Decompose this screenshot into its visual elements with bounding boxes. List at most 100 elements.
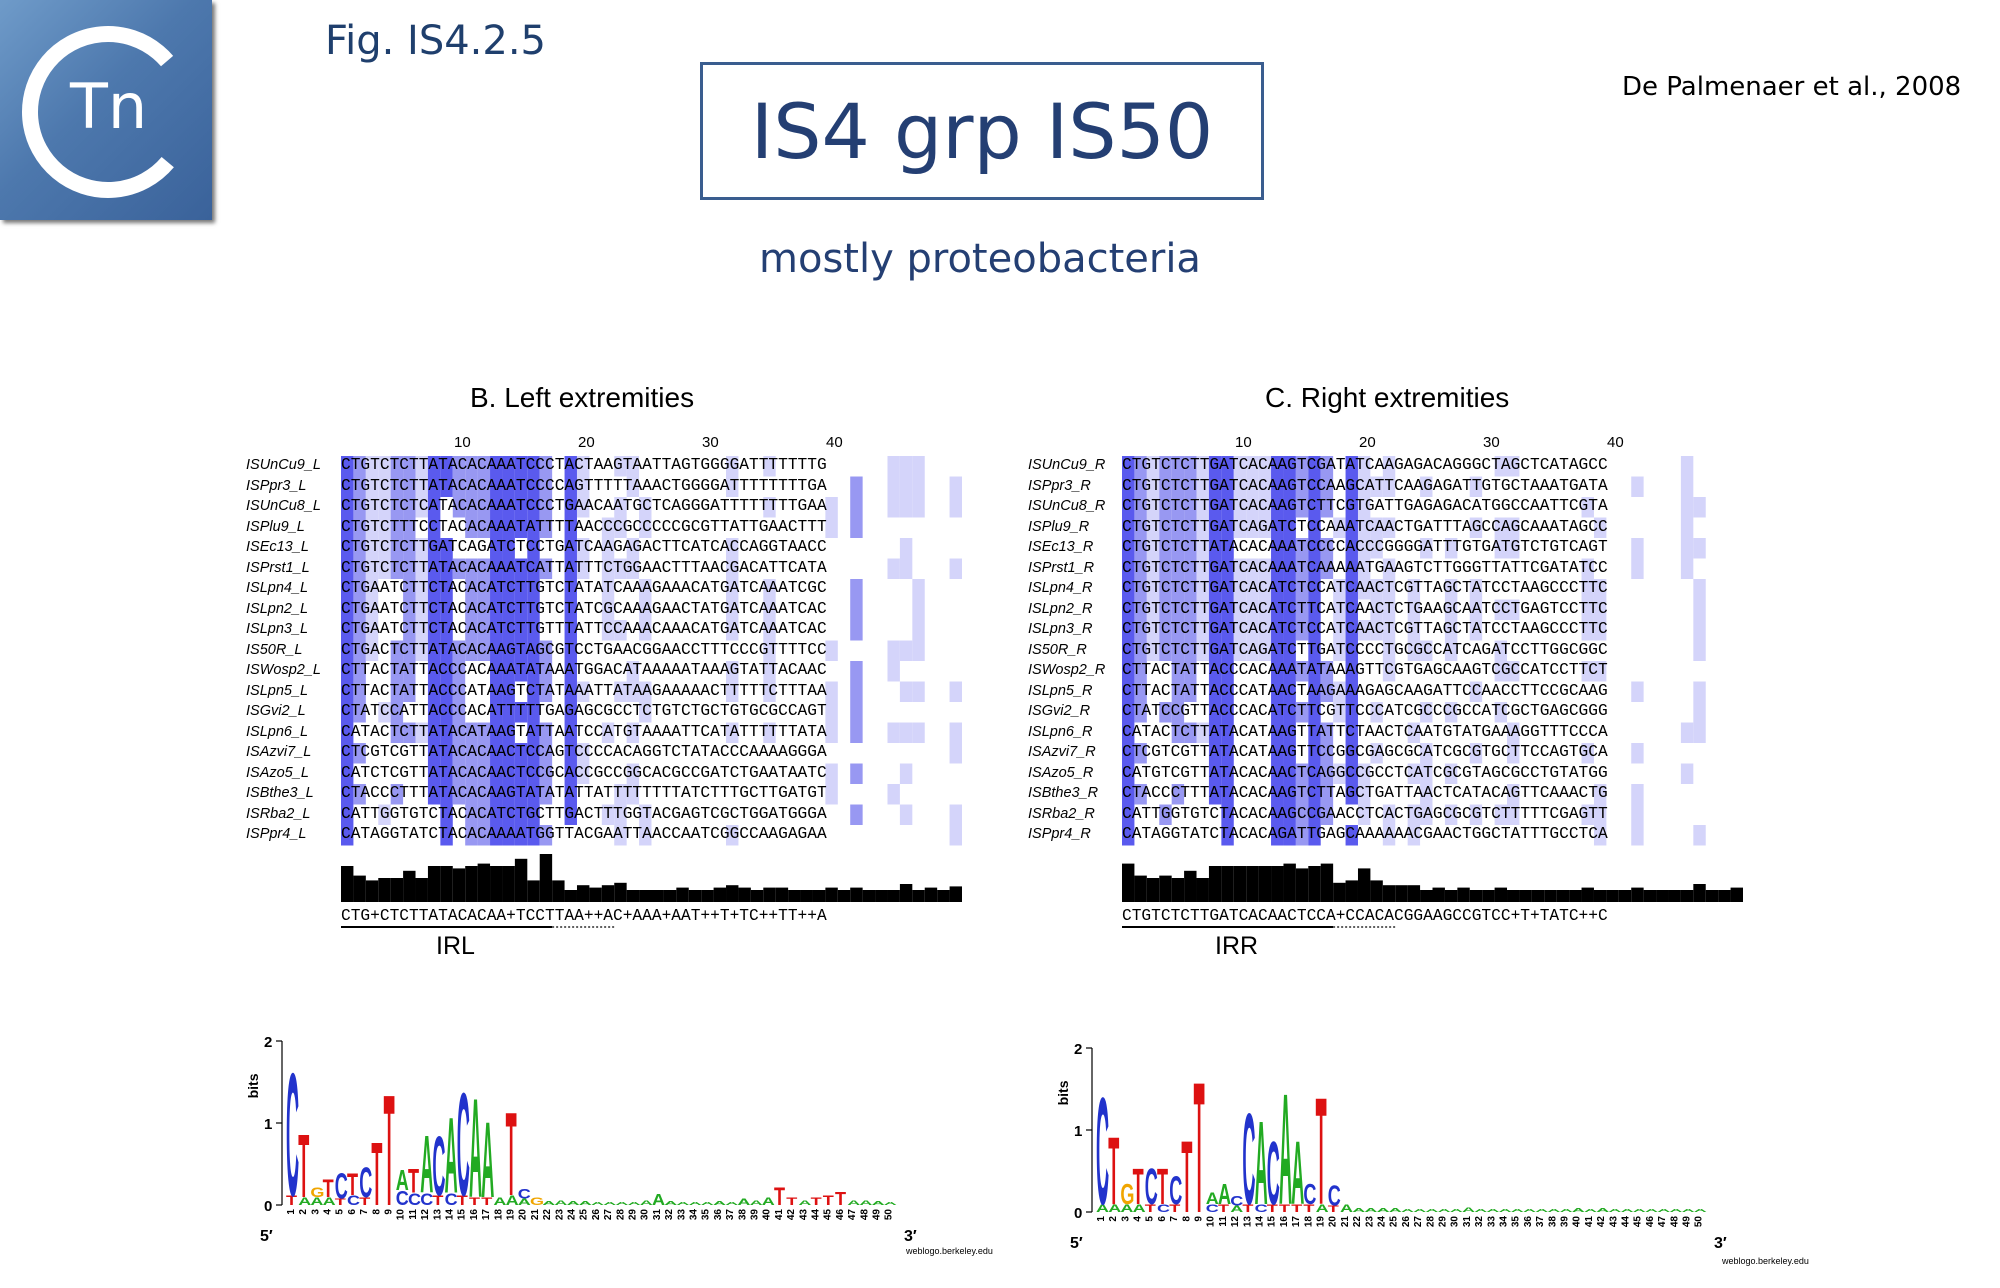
right_panel-shade-cell xyxy=(1283,579,1296,600)
left_panel-shade-cell xyxy=(452,743,466,764)
left_panel-shade-cell xyxy=(341,661,354,682)
logo_left-position-label: 19 xyxy=(506,1209,517,1221)
right_panel-shade-cell xyxy=(1357,620,1371,641)
logo_right-logo-letter: C xyxy=(1230,1194,1244,1208)
right_panel-conservation-bar xyxy=(1258,866,1272,902)
logo_right-position-label: 18 xyxy=(1303,1216,1314,1228)
right_panel-shade-cell xyxy=(1221,620,1234,641)
logo_left-logo-letter: A xyxy=(762,1195,775,1208)
logo_left-logo-letter: C xyxy=(457,1063,470,1227)
left_panel-conservation-bar xyxy=(477,863,491,902)
left_panel-shade-cell xyxy=(912,640,925,661)
left_panel-shade-cell xyxy=(378,517,391,538)
logo_right-logo-letter: A xyxy=(1340,1202,1353,1215)
right_panel-shade-cell xyxy=(1320,456,1334,477)
right_panel-shade-cell xyxy=(1122,681,1135,702)
logo_right-logo-letter: C xyxy=(1145,1158,1158,1215)
logo_left-logo-letter: T xyxy=(347,1168,358,1202)
logo_left-position-label: 1 xyxy=(286,1209,297,1215)
left_panel-shade-cell xyxy=(763,620,776,641)
logo_left-logo-letter: T xyxy=(786,1195,798,1208)
right_panel-conservation-bar xyxy=(1444,890,1458,902)
right_panel-shade-cell xyxy=(1208,743,1222,764)
logo_right-position-label: 42 xyxy=(1596,1216,1607,1228)
logo_right-logo-letter: A xyxy=(1133,1202,1146,1215)
right_panel-conservation-bar xyxy=(1395,885,1408,902)
right_panel-shade-cell xyxy=(1122,784,1135,805)
logo_left-position-label: 6 xyxy=(347,1209,358,1215)
logo_right-position-label: 8 xyxy=(1181,1216,1192,1222)
left_panel-shade-cell xyxy=(527,620,540,641)
right_panel-shade-cell xyxy=(1271,538,1284,559)
left_panel-conservation-bar xyxy=(353,875,366,902)
left_panel-shade-cell xyxy=(465,784,478,805)
left_panel-shade-cell xyxy=(726,681,739,702)
right_panel-conservation-bar xyxy=(1420,890,1433,902)
left_panel-shade-cell xyxy=(465,558,478,579)
logo_left-logo-letter: A xyxy=(493,1195,506,1208)
logo_right-tick-label: 2 xyxy=(1074,1041,1082,1058)
left_panel-shade-cell xyxy=(378,804,391,825)
page-title: IS4 grp IS50 xyxy=(750,86,1214,176)
logo_left-position-label: 26 xyxy=(591,1209,602,1221)
left_panel-shade-cell xyxy=(502,784,515,805)
right_panel-shade-cell xyxy=(1246,497,1259,518)
left_panel-shade-cell xyxy=(576,456,590,477)
right_panel-shade-cell xyxy=(1308,661,1321,682)
logo_left-logo-letter: C xyxy=(445,1190,458,1209)
right_panel-shade-cell xyxy=(1320,784,1334,805)
left_panel-shade-cell xyxy=(353,538,366,559)
right_panel-shade-cell xyxy=(1122,558,1135,579)
right_panel-shade-cell xyxy=(1171,538,1185,559)
left_panel-shade-cell xyxy=(850,661,863,682)
right_panel-conservation-bar xyxy=(1283,863,1296,902)
left_panel-shade-cell xyxy=(576,743,590,764)
right_panel-shade-cell xyxy=(1308,599,1321,620)
left_panel-shade-cell xyxy=(564,784,577,805)
left_panel-shade-cell xyxy=(912,620,925,641)
left_panel-shade-cell xyxy=(514,620,528,641)
left_panel-shade-cell xyxy=(477,640,491,661)
left_panel-name-row: ISAzo5_L xyxy=(246,764,309,781)
logo_left-logo-letter: C xyxy=(359,1158,372,1206)
logo_right-position-label: 30 xyxy=(1450,1216,1461,1228)
right_panel-shade-cell xyxy=(1308,558,1321,579)
logo_right-logo-letter: A xyxy=(1682,1208,1696,1213)
left_panel-conservation-bar xyxy=(862,890,876,902)
left_panel-conservation-bar xyxy=(924,887,938,902)
logo_left-logo-letter: A xyxy=(603,1201,617,1206)
right_panel-shade-cell xyxy=(1233,456,1247,477)
right_panel-shade-cell xyxy=(1308,538,1321,559)
left_panel-shade-cell xyxy=(465,456,478,477)
logo_left-position-label: 5 xyxy=(335,1209,346,1215)
right_panel-shade-cell xyxy=(1444,702,1458,723)
right_panel-shade-cell xyxy=(1271,579,1284,600)
left_panel-shade-cell xyxy=(378,456,391,477)
logo_left-logo-letter: T xyxy=(835,1189,846,1209)
left_panel-shade-cell xyxy=(353,497,366,518)
right_panel-shade-cell xyxy=(1507,804,1520,825)
left_panel-shade-cell xyxy=(539,763,553,784)
logo_left-logo-letter: C xyxy=(335,1167,348,1207)
right_panel-shade-cell xyxy=(1283,599,1296,620)
left_panel-sequence-row: CTTACTATTACCCATAAGTCTATAAATTATAAGAAAAACT… xyxy=(341,681,827,700)
right_panel-shade-cell xyxy=(1196,640,1209,661)
left_panel-shade-cell xyxy=(365,558,379,579)
left_panel-conservation-bar xyxy=(415,878,428,902)
right_panel-shade-cell xyxy=(1382,599,1396,620)
logo_right-position-label: 40 xyxy=(1572,1216,1583,1228)
left_panel-shade-cell xyxy=(639,702,652,723)
left_panel-conservation-bar xyxy=(937,890,950,902)
left_panel-shade-cell xyxy=(465,722,478,743)
left_panel-shade-cell xyxy=(490,476,503,497)
right_panel-shade-cell xyxy=(1271,558,1284,579)
logo_left-position-label: 22 xyxy=(542,1209,553,1221)
left_panel-shade-cell xyxy=(427,456,441,477)
left_panel-sequence-row: CATAGGTATCTACACAAAATGGTTACGAATTAACCAATCG… xyxy=(341,825,827,843)
right_panel-shade-cell xyxy=(1271,825,1284,846)
right_panel-shade-cell xyxy=(1196,497,1209,518)
left_panel-shade-cell xyxy=(390,476,404,497)
left_panel-shade-cell xyxy=(539,825,553,846)
logo_right-position-label: 45 xyxy=(1633,1216,1644,1228)
left_panel-shade-cell xyxy=(465,579,478,600)
